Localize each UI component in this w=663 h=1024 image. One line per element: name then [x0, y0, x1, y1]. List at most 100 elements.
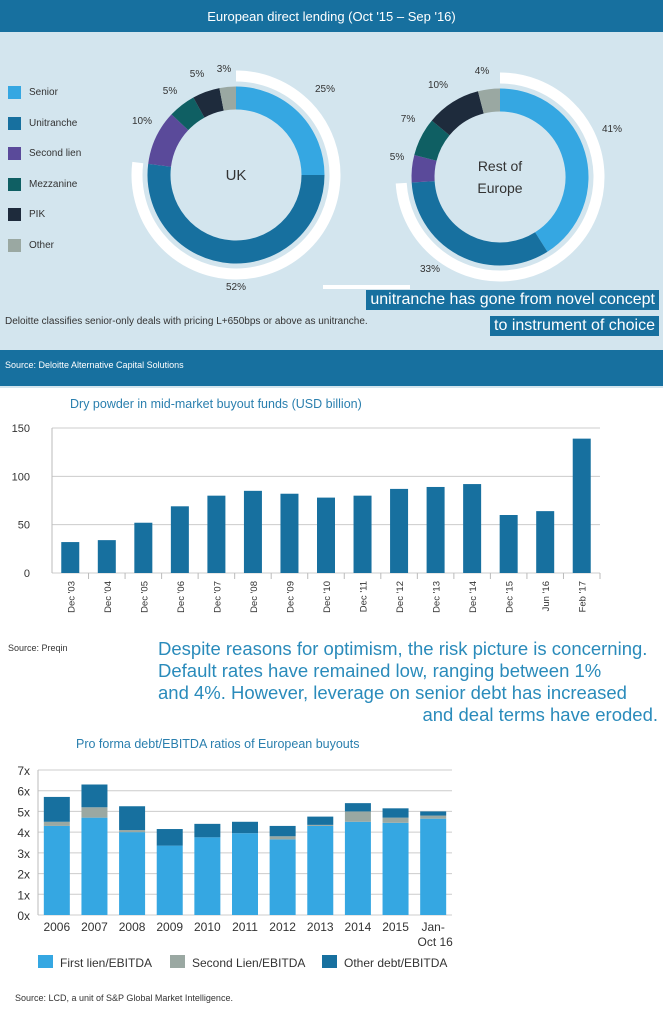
bar — [463, 484, 482, 573]
donut-center-label: Rest of — [478, 158, 522, 174]
x-tick-label: Oct 16 — [418, 935, 454, 949]
donut-slice-other — [219, 86, 237, 111]
commentary-line: and deal terms have eroded. — [422, 704, 658, 725]
bar-segment-first-lien — [81, 817, 108, 915]
legend-item: Unitranche — [8, 116, 78, 130]
commentary-line: Despite reasons for optimism, the risk p… — [158, 638, 648, 659]
y-tick-label: 150 — [12, 423, 30, 435]
legend-swatch — [8, 116, 21, 130]
slice-label: 33% — [420, 264, 440, 275]
bar-segment-other-debt — [307, 816, 334, 825]
donut-slice-unitranche — [147, 163, 325, 264]
legend-swatch — [38, 955, 53, 968]
bar-segment-first-lien — [269, 839, 296, 915]
legend-label: Senior — [29, 87, 58, 98]
bar — [536, 511, 555, 573]
bar-segment-second-lien — [344, 811, 371, 822]
bar-segment-second-lien — [307, 824, 334, 826]
x-tick-label: Dec '05 — [139, 581, 150, 613]
callout-line-1: unitranche has gone from novel concept — [366, 290, 659, 310]
x-tick-label: Jan- — [422, 920, 445, 934]
bar-segment-first-lien — [194, 837, 221, 915]
source-deloitte: Source: Deloitte Alternative Capital Sol… — [0, 350, 663, 386]
legend-item: Other — [8, 238, 55, 252]
y-tick-label: 1x — [17, 888, 30, 902]
bar — [280, 493, 299, 573]
x-tick-label: Dec '09 — [285, 581, 296, 613]
x-tick-label: Jun '16 — [541, 581, 552, 611]
x-tick-label: 2006 — [43, 920, 70, 934]
slice-label: 41% — [602, 124, 622, 135]
donut-slice-second-lien — [148, 114, 189, 168]
panel-title: European direct lending (Oct '15 – Sep '… — [0, 0, 663, 32]
bar — [134, 522, 153, 573]
bar-segment-other-debt — [382, 808, 409, 818]
slice-label: 5% — [190, 69, 205, 80]
callout-line-2: to instrument of choice — [490, 316, 659, 336]
bar-segment-other-debt — [81, 784, 108, 808]
slice-label: 4% — [475, 66, 490, 77]
donut-slice-senior — [235, 86, 325, 176]
debt-ebitda-chart: Pro forma debt/EBITDA ratios of European… — [17, 737, 454, 970]
legend-label: Other debt/EBITDA — [344, 956, 447, 970]
bar-segment-second-lien — [43, 821, 70, 826]
legend-label: Unitranche — [29, 117, 78, 129]
x-tick-label: Dec '14 — [468, 581, 479, 613]
y-tick-label: 6x — [17, 785, 30, 799]
y-tick-label: 0 — [24, 568, 30, 580]
slice-label: 7% — [401, 114, 416, 125]
legend-swatch — [8, 177, 21, 191]
bar-segment-first-lien — [43, 825, 70, 915]
bar-segment-second-lien — [420, 815, 447, 819]
x-tick-label: 2007 — [81, 920, 108, 934]
y-tick-label: 50 — [18, 520, 30, 532]
x-tick-label: Dec '06 — [176, 581, 187, 613]
chart-title: Dry powder in mid-market buyout funds (U… — [70, 397, 362, 411]
bar — [317, 497, 335, 573]
bar-segment-other-debt — [194, 823, 221, 838]
donut-center-label: Europe — [477, 180, 522, 196]
x-tick-label: 2013 — [307, 920, 334, 934]
legend-swatch — [8, 208, 21, 221]
slice-label: 10% — [428, 80, 448, 91]
legend-item: Senior — [8, 86, 58, 99]
donut-slice-mezzanine — [414, 120, 450, 162]
bar — [207, 495, 226, 573]
legend-swatch — [8, 147, 21, 160]
bar-segment-first-lien — [119, 832, 146, 915]
y-tick-label: 5x — [17, 805, 30, 819]
legend-label: Other — [29, 239, 55, 251]
x-tick-label: 2009 — [156, 920, 183, 934]
highlight-arc — [395, 72, 605, 282]
slice-label: 25% — [315, 84, 335, 95]
donut-center-label: UK — [226, 167, 247, 184]
slice-label: 5% — [390, 152, 405, 163]
donut-slice-pik — [431, 91, 485, 136]
legend-label: Second Lien/EBITDA — [192, 956, 305, 970]
bar-segment-other-debt — [420, 811, 447, 816]
commentary-line: and 4%. However, leverage on senior debt… — [158, 682, 627, 703]
x-tick-label: Dec '04 — [103, 581, 114, 613]
x-tick-label: Dec '08 — [249, 581, 260, 613]
bar-segment-second-lien — [382, 817, 409, 823]
x-tick-label: 2011 — [232, 920, 258, 934]
x-tick-label: 2008 — [119, 920, 146, 934]
x-tick-label: 2014 — [345, 920, 372, 934]
donut-slice-mezzanine — [171, 97, 205, 131]
legend-item: PIK — [8, 208, 45, 221]
bar-segment-second-lien — [81, 807, 108, 818]
commentary-line: Default rates have remained low, ranging… — [158, 660, 602, 681]
x-tick-label: Dec '12 — [395, 581, 406, 613]
y-tick-label: 4x — [17, 826, 30, 840]
x-tick-label: 2010 — [194, 920, 221, 934]
x-tick-label: Dec '03 — [66, 581, 77, 613]
bar — [97, 540, 116, 573]
donut-slice-pik — [193, 88, 225, 118]
legend-swatch — [322, 955, 337, 968]
donut-slice-second-lien — [411, 154, 437, 183]
y-tick-label: 0x — [17, 909, 30, 923]
bar-segment-first-lien — [420, 818, 447, 915]
x-tick-label: Dec '13 — [432, 581, 443, 613]
bar — [243, 490, 262, 573]
bar-segment-second-lien — [269, 836, 296, 840]
